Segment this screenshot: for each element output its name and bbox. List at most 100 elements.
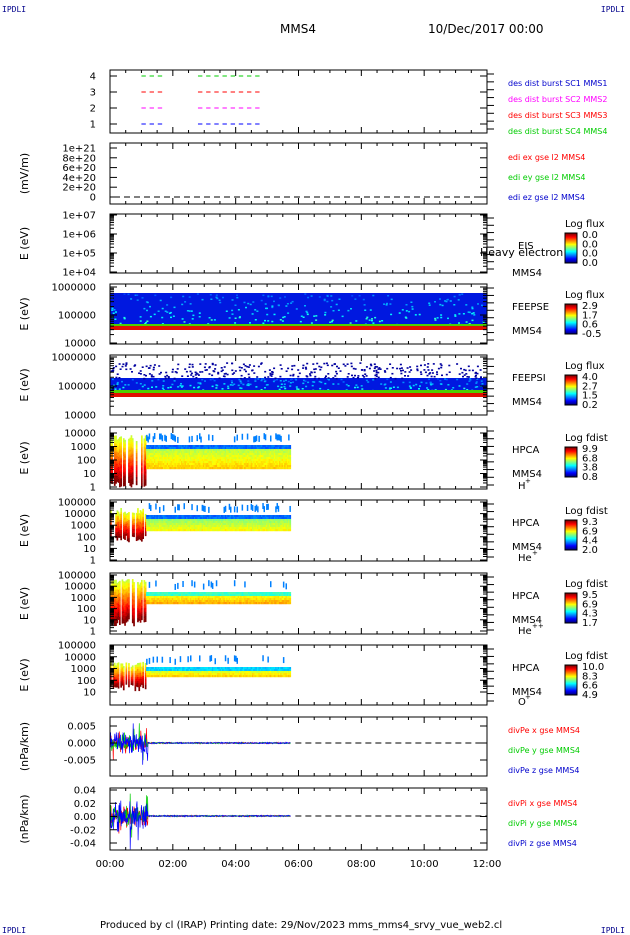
heatmap-cell (114, 319, 116, 321)
heatmap-cell (115, 436, 117, 438)
heatmap-cell (469, 379, 471, 381)
heatmap-cell (336, 366, 338, 368)
heatmap-cell (289, 463, 291, 465)
heatmap-cell (190, 303, 192, 305)
heatmap-cell (136, 443, 138, 445)
heatmap-cell (162, 388, 164, 390)
heatmap-cell (357, 375, 359, 377)
heatmap-cell (280, 436, 282, 442)
heatmap-cell (190, 371, 192, 373)
heatmap-cell (124, 468, 126, 470)
heatmap-cell (311, 372, 313, 374)
heatmap-cell (153, 369, 155, 371)
heatmap-cell (219, 300, 221, 302)
heatmap-cell (283, 380, 285, 382)
heatmap-cell (329, 322, 331, 324)
heatmap-background (110, 293, 487, 326)
heatmap-cell (291, 369, 293, 371)
heatmap-cell (472, 308, 474, 310)
heatmap-cell (440, 314, 442, 316)
heatmap-cell (133, 529, 135, 531)
heatmap-cell (252, 313, 254, 315)
heatmap-cell (240, 381, 242, 383)
heatmap-cell (136, 382, 138, 384)
heatmap-cell (463, 388, 465, 390)
y-tick-label: 100000 (58, 382, 96, 393)
heatmap-cell (436, 374, 438, 376)
heatmap-cell (466, 383, 468, 385)
species-label: He (518, 553, 532, 564)
heatmap-cell (289, 515, 291, 517)
heatmap-cell (462, 376, 464, 378)
heatmap-cell (189, 436, 191, 442)
heatmap-cell (255, 319, 257, 321)
heatmap-cell (350, 308, 352, 310)
heatmap-cell (366, 380, 368, 382)
heatmap-cell (275, 506, 277, 512)
heatmap-cell (119, 388, 121, 390)
heatmap-cell (267, 376, 269, 378)
heatmap-cell (142, 537, 144, 539)
heatmap-cell (120, 444, 122, 446)
heatmap-cell (186, 371, 188, 373)
heatmap-cell (120, 536, 122, 538)
heatmap-cell (174, 380, 176, 382)
heatmap-cell (248, 374, 250, 376)
heatmap-cell (305, 368, 307, 370)
heatmap-cell (330, 306, 332, 308)
heatmap-cell (215, 364, 217, 366)
heatmap-cell (421, 382, 423, 384)
heatmap-cell (162, 385, 164, 387)
heatmap-cell (199, 316, 201, 318)
heatmap-cell (136, 475, 138, 477)
heatmap-cell (112, 308, 114, 310)
heatmap-cell (324, 300, 326, 302)
heatmap-cell (115, 580, 117, 582)
heatmap-cell (148, 367, 150, 369)
heatmap-cell (359, 295, 361, 297)
heatmap-cell (418, 388, 420, 390)
heatmap-cell (120, 514, 122, 516)
heatmap-cell (318, 378, 320, 380)
heatmap-cell (338, 310, 340, 312)
heatmap-cell (120, 450, 122, 452)
heatmap-cell (141, 441, 143, 443)
heatmap-cell (115, 377, 117, 379)
heatmap-cell (124, 472, 126, 474)
heatmap-cell (142, 521, 144, 523)
heatmap-cell (182, 296, 184, 298)
heatmap-cell (336, 373, 338, 375)
heatmap-cell (253, 372, 255, 374)
heatmap-cell (290, 379, 292, 381)
heatmap-cell (120, 468, 122, 470)
heatmap-cell (391, 299, 393, 301)
heatmap-cell (364, 310, 366, 312)
heatmap-cell (145, 470, 147, 472)
colorbar-label: 0.0 (582, 258, 598, 269)
heatmap-cell (407, 375, 409, 377)
heatmap-cell (320, 367, 322, 369)
heatmap-cell (199, 312, 201, 314)
heatmap-cell (331, 365, 333, 367)
heatmap-cell (446, 299, 448, 301)
heatmap-cell (120, 460, 122, 462)
heatmap-cell (429, 304, 431, 306)
heatmap-cell (210, 299, 212, 301)
heatmap-cell (243, 364, 245, 366)
heatmap-cell (343, 364, 345, 366)
heatmap-cell (324, 383, 326, 385)
heatmap-cell (128, 540, 130, 542)
heatmap-cell (305, 367, 307, 369)
heatmap-cell (390, 314, 392, 316)
heatmap-cell (140, 373, 142, 375)
heatmap-cell (351, 375, 353, 377)
heatmap-cell (120, 464, 122, 466)
heatmap-cell (402, 370, 404, 372)
heatmap-cell (439, 380, 441, 382)
heatmap-cell (257, 506, 259, 512)
heatmap-cell (134, 364, 136, 366)
heatmap-cell (301, 316, 303, 318)
heatmap-cell (137, 510, 139, 512)
heatmap-cell (112, 370, 114, 372)
heatmap-cell (306, 311, 308, 313)
